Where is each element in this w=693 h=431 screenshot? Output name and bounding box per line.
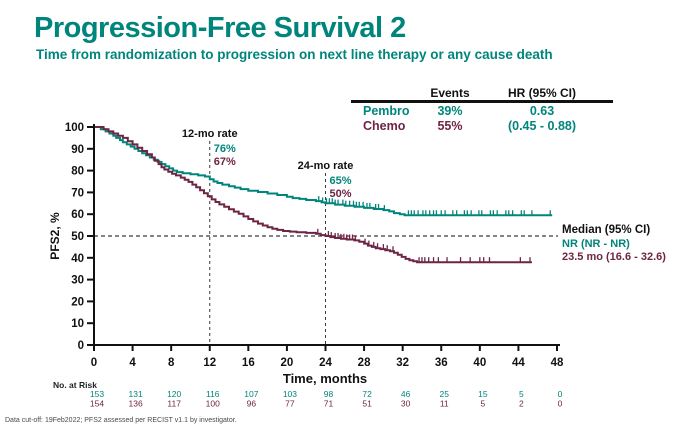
summary-header-events: Events	[430, 86, 470, 100]
x-tick-label: 20	[281, 357, 294, 369]
y-tick-label: 100	[65, 122, 84, 134]
x-tick-label: 12	[203, 357, 216, 369]
x-tick-label: 40	[473, 357, 486, 369]
x-tick-label: 4	[129, 357, 136, 369]
summary-chemo-events: 55%	[437, 119, 463, 133]
rate12-value-pembro: 76%	[214, 143, 236, 155]
risk-value-chemo: 5	[480, 399, 485, 409]
y-tick-label: 80	[71, 166, 84, 178]
x-tick-label: 28	[358, 357, 371, 369]
x-tick-label: 48	[551, 357, 564, 369]
x-tick-label: 44	[512, 357, 525, 369]
x-tick-label: 0	[91, 357, 97, 369]
rate24-value-chemo: 50%	[330, 188, 352, 200]
x-tick-label: 8	[168, 357, 175, 369]
risk-value-pembro: 98	[324, 389, 334, 399]
risk-value-pembro: 5	[519, 389, 524, 399]
summary-chemo-name: Chemo	[363, 119, 406, 133]
summary-header-hr: HR (95% CI)	[507, 86, 576, 100]
median-pembro: NR (NR - NR)	[562, 238, 630, 250]
risk-table-label: No. at Risk	[53, 380, 97, 390]
y-axis-title: PFS2, %	[48, 212, 62, 260]
x-tick-label: 16	[242, 357, 255, 369]
km-curve-pembro	[94, 126, 553, 217]
risk-value-chemo: 2	[519, 399, 524, 409]
x-tick-label: 24	[319, 357, 332, 369]
page-title: Progression-Free Survival 2	[34, 12, 406, 44]
y-tick-label: 40	[71, 253, 84, 265]
risk-value-chemo: 136	[128, 399, 142, 409]
y-tick-label: 50	[71, 231, 84, 243]
risk-value-chemo: 51	[362, 399, 372, 409]
risk-value-pembro: 120	[167, 389, 181, 399]
summary-hr-ci: (0.45 - 0.88)	[507, 119, 577, 133]
risk-value-chemo: 100	[206, 399, 220, 409]
risk-value-pembro: 72	[362, 389, 372, 399]
page-subtitle: Time from randomization to progression o…	[36, 47, 553, 62]
risk-value-pembro: 46	[401, 389, 411, 399]
summary-table-rule	[351, 100, 613, 103]
y-tick-label: 0	[78, 340, 84, 352]
median-chemo: 23.5 mo (16.6 - 32.6)	[562, 251, 666, 263]
rate12-label: 12-mo rate	[182, 128, 238, 140]
risk-value-pembro: 116	[206, 389, 220, 399]
risk-value-pembro: 0	[558, 389, 563, 399]
risk-value-chemo: 30	[401, 399, 411, 409]
rate12-value-chemo: 67%	[214, 156, 236, 168]
risk-value-chemo: 71	[324, 399, 334, 409]
x-tick-label: 32	[396, 357, 409, 369]
risk-value-pembro: 153	[90, 389, 104, 399]
risk-value-pembro: 107	[244, 389, 258, 399]
risk-value-chemo: 154	[90, 399, 104, 409]
risk-value-pembro: 103	[283, 389, 297, 399]
y-tick-label: 70	[71, 187, 84, 199]
x-axis-title: Time, months	[282, 371, 368, 386]
rate24-label: 24-mo rate	[298, 160, 354, 172]
y-tick-label: 30	[71, 275, 84, 287]
x-tick-label: 36	[435, 357, 448, 369]
risk-value-pembro: 25	[440, 389, 450, 399]
risk-value-chemo: 96	[247, 399, 257, 409]
y-tick-label: 60	[71, 209, 84, 221]
y-tick-label: 20	[71, 296, 84, 308]
risk-value-chemo: 11	[440, 399, 449, 409]
risk-value-pembro: 15	[478, 389, 488, 399]
risk-value-chemo: 77	[285, 399, 295, 409]
risk-value-chemo: 117	[167, 399, 181, 409]
footnote: Data cut-off: 19Feb2022; PFS2 assessed p…	[5, 417, 237, 424]
y-tick-label: 90	[71, 144, 84, 156]
summary-pembro-events: 39%	[437, 104, 463, 118]
median-header: Median (95% CI)	[562, 224, 651, 236]
risk-value-chemo: 0	[558, 399, 563, 409]
km-curve-chemo	[94, 126, 532, 264]
y-tick-label: 10	[71, 318, 84, 330]
summary-hr-value: 0.63	[529, 104, 555, 118]
rate24-value-pembro: 65%	[330, 175, 352, 187]
risk-value-pembro: 131	[128, 389, 142, 399]
summary-pembro-name: Pembro	[363, 104, 410, 118]
